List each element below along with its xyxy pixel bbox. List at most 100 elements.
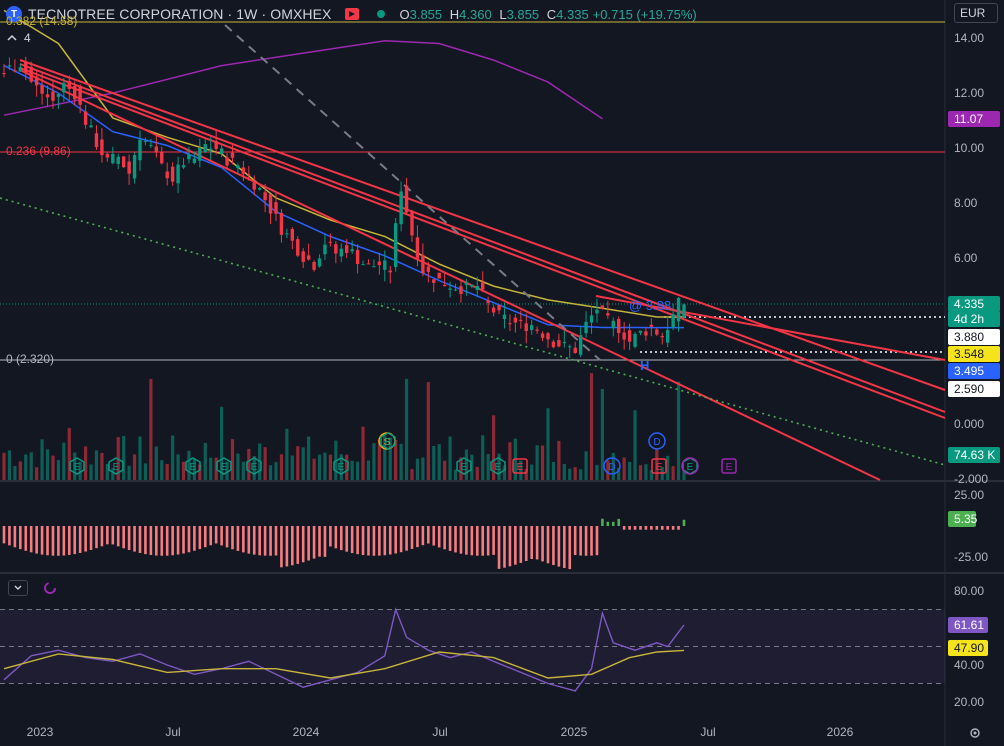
event-marker-label: E [385, 437, 392, 448]
earnings-event-marker [333, 457, 349, 475]
macd-histogram-bar [552, 526, 555, 566]
volume-bar [595, 464, 599, 480]
macd-histogram-bar [666, 526, 669, 530]
volume-bar [165, 464, 169, 480]
macd-histogram-bar [486, 526, 490, 556]
price-badge [948, 296, 1000, 312]
macd-histogram-bar [339, 526, 343, 551]
macd-histogram-bar [410, 526, 414, 549]
ohlc-low-value: 3.855 [506, 6, 540, 22]
macd-histogram-bar [220, 526, 223, 546]
price-tick-label: 25.00 [954, 488, 984, 502]
macd-histogram-bar [356, 526, 359, 555]
symbol-title[interactable]: TECNOTREE CORPORATION · 1W · OMXHEX [28, 6, 332, 22]
price-tick-label: 40.00 [954, 658, 984, 672]
candle-body [644, 331, 648, 336]
pane-collapse-button[interactable] [8, 580, 28, 596]
time-tick-label: 2023 [27, 725, 54, 739]
volume-bar [481, 435, 485, 480]
macd-histogram-bar [421, 526, 425, 546]
volume-bar [579, 469, 583, 480]
price-tick-label: 12.00 [954, 86, 984, 100]
macd-histogram-bar [312, 526, 316, 559]
volume-bar [633, 410, 637, 480]
macd-histogram-bar [503, 526, 506, 568]
price-badge [948, 346, 1000, 362]
event-marker-label: D [608, 462, 615, 473]
candle-body [459, 286, 463, 295]
candle-body [323, 244, 327, 255]
macd-histogram-bar [633, 526, 637, 530]
volume-bar [573, 467, 577, 480]
macd-histogram-bar [383, 526, 387, 556]
price-change: +0.715 (+19.75%) [592, 6, 697, 22]
macd-histogram-bar [655, 526, 659, 530]
price-badge-label: 74.63 K [954, 448, 995, 462]
candle-body [40, 85, 44, 94]
macd-histogram-bar [122, 526, 125, 549]
volume-bar [307, 436, 311, 480]
event-marker-label: E [221, 462, 228, 473]
candle-body [312, 261, 316, 270]
candle-body [100, 139, 104, 156]
volume-bar [497, 453, 501, 480]
macd-histogram-bar [127, 526, 131, 551]
volume-bar [492, 415, 496, 480]
symbol-logo[interactable]: T [6, 6, 22, 22]
price-badge-label: 11.07 [954, 112, 983, 126]
rsi-badge-label: 61.61 [954, 618, 984, 632]
volume-bar [508, 442, 512, 480]
indicators-toggle[interactable]: 4 [6, 30, 31, 46]
macd-histogram-bar [29, 526, 33, 553]
macd-histogram-bar [573, 526, 577, 556]
macd-histogram-bar [535, 526, 539, 560]
volume-bar [143, 463, 148, 480]
candle-body [51, 91, 55, 101]
volume-bar [203, 442, 207, 480]
macd-histogram-bar [524, 526, 528, 561]
candle-body [502, 314, 507, 320]
time-tick-label: 2026 [827, 725, 854, 739]
macd-histogram-bar [541, 526, 544, 562]
currency-selector[interactable]: EUR [954, 3, 998, 23]
macd-histogram-bar [89, 526, 93, 550]
volume-bar [89, 464, 93, 480]
candle-body [62, 82, 66, 93]
volume-bar [671, 466, 675, 480]
price-badge [948, 311, 1000, 327]
volume-bar [530, 464, 534, 480]
event-markers[interactable]: E E E E E ESE E E D EE DE E [69, 432, 737, 475]
volume-bar [584, 451, 588, 480]
candle-body [682, 304, 686, 318]
candle-body [393, 223, 398, 267]
candle-body [481, 282, 485, 290]
candle-body [361, 264, 365, 266]
candles [2, 56, 686, 359]
candle-body [676, 297, 681, 322]
volume-bar [13, 465, 17, 480]
price-tick-label: 8.00 [954, 196, 978, 210]
volume-bar [606, 460, 610, 480]
macd-histogram-bar [155, 526, 158, 556]
volume-bar [470, 454, 474, 480]
macd-histogram-bar [323, 526, 327, 557]
candle-body [257, 187, 262, 190]
macd-histogram-bar [138, 526, 142, 554]
macd-badge-label: 5.35 [954, 512, 978, 526]
channel-mid-line-b [19, 67, 946, 419]
event-marker-label: E [461, 462, 468, 473]
event-marker-label: E [74, 462, 81, 473]
earnings-event-marker [512, 458, 528, 474]
rsi-pane [0, 607, 945, 692]
macd-histogram-bar [481, 526, 485, 556]
currency-label: EUR [960, 6, 986, 20]
macd-histogram-bar [459, 526, 463, 554]
volume-bar [198, 464, 202, 480]
time-axis: 2023 Jul 2024 Jul 2025 Jul 2026 [27, 725, 854, 739]
flag-icon[interactable] [345, 8, 360, 20]
volume-bar [377, 439, 381, 480]
gear-icon[interactable] [968, 726, 982, 740]
volume-bar [557, 440, 561, 480]
volume-bar [241, 461, 245, 480]
